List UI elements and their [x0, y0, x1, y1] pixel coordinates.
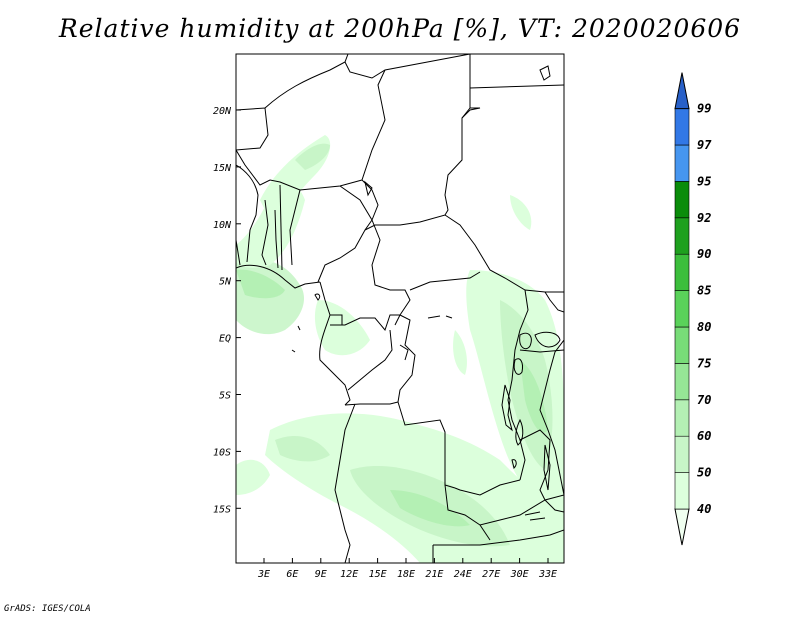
colorbar-label: 97 — [697, 138, 712, 152]
colorbar-label: 40 — [697, 502, 711, 516]
colorbar-segment — [674, 326, 690, 364]
colorbar-upper-arrow — [674, 72, 690, 110]
colorbar-segment — [674, 253, 690, 291]
colorbar-segment — [674, 472, 690, 510]
map-frame — [235, 53, 565, 564]
lon-tick-label: 12E — [340, 569, 358, 580]
lon-tick-label: 6E — [286, 569, 298, 580]
colorbar-segment — [674, 108, 690, 146]
lon-tick-label: 21E — [425, 569, 443, 580]
colorbar-label: 85 — [697, 284, 711, 298]
colorbar-segment — [674, 290, 690, 328]
colorbar-label: 95 — [697, 174, 711, 188]
colorbar-label: 70 — [697, 393, 711, 407]
lat-tick-label: 20N — [213, 106, 232, 117]
colorbar-label: 50 — [697, 466, 711, 480]
lon-tick-label: 24E — [454, 569, 472, 580]
longitude-axis: 3E 6E 9E 12E 15E 18E 21E 24E 27E 30E 33E — [257, 558, 557, 580]
lat-tick-label: EQ — [219, 334, 231, 345]
lon-tick-label: 18E — [397, 569, 415, 580]
lat-tick-label: 10N — [213, 220, 232, 231]
lon-tick-label: 9E — [315, 569, 327, 580]
country-borders — [236, 54, 564, 563]
colorbar-segment — [674, 181, 690, 219]
lat-tick-label: 5N — [219, 277, 232, 288]
colorbar-label: 90 — [697, 247, 711, 261]
colorbar-segment — [674, 399, 690, 437]
colorbar-segment — [674, 435, 690, 473]
colorbar-label: 75 — [697, 356, 711, 370]
latitude-axis: 20N 15N 10N 5N EQ 5S 10S 15S — [213, 106, 241, 515]
lon-tick-label: 15E — [369, 569, 387, 580]
colorbar-segment — [674, 363, 690, 401]
lat-tick-label: 15S — [213, 504, 231, 515]
colorbar-label: 80 — [697, 320, 711, 334]
lat-tick-label: 10S — [213, 447, 231, 458]
lon-tick-label: 30E — [510, 569, 529, 580]
map-title: Relative humidity at 200hPa [%], VT: 202… — [58, 14, 742, 43]
lat-tick-label: 15N — [213, 163, 232, 174]
lon-tick-label: 27E — [482, 569, 500, 580]
lat-tick-label: 5S — [219, 391, 231, 402]
humidity-shading — [236, 135, 564, 563]
colorbar-label: 99 — [697, 102, 711, 116]
lon-tick-label: 3E — [257, 569, 270, 580]
lon-tick-label: 33E — [538, 569, 557, 580]
colorbar-segment — [674, 144, 690, 182]
colorbar: 40 50 60 70 75 80 85 90 92 95 97 99 — [674, 72, 712, 546]
colorbar-label: 92 — [697, 211, 711, 225]
colorbar-lower-arrow — [674, 508, 690, 546]
grads-credit: GrADS: IGES/COLA — [4, 604, 91, 614]
colorbar-label: 60 — [697, 429, 711, 443]
colorbar-segment — [674, 217, 690, 255]
